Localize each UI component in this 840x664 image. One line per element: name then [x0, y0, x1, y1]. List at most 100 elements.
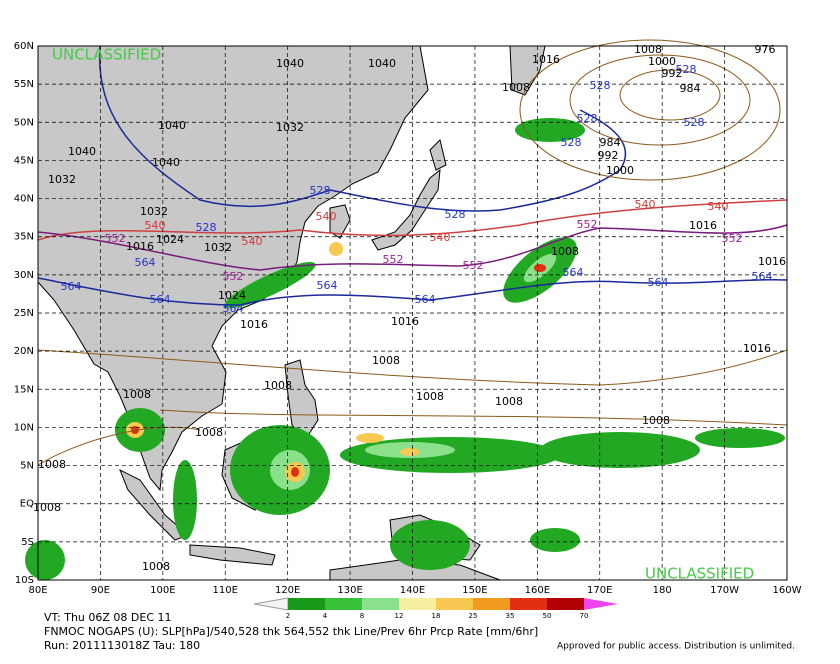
contour-label: 1008	[142, 560, 170, 573]
run-info: Run: 2011113018Z Tau: 180	[44, 639, 200, 652]
classification: UNCLASSIFIED	[52, 46, 161, 64]
contour-label: 1024	[156, 233, 184, 246]
contour-label: 1008	[551, 245, 579, 258]
contour-label: 1032	[204, 241, 232, 254]
contour-label: 564	[317, 279, 338, 292]
contour-labels: 1040 1040 1040 1032 1040 1040 1032 1032 1024 1032…	[33, 43, 786, 573]
y-tick-label: EQ	[20, 499, 34, 510]
contour-label: 528	[590, 79, 611, 92]
contour-label: 1008	[123, 388, 151, 401]
colorbar-label: 4	[323, 612, 328, 620]
contour-label: 564	[752, 270, 773, 283]
contour-label: 1008	[634, 43, 662, 56]
colorbar-low	[253, 597, 289, 611]
contour-label: 1040	[276, 57, 304, 70]
graticule	[38, 46, 787, 580]
contour-label: 564	[648, 276, 669, 289]
colorbar-label: 18	[432, 612, 441, 620]
contours	[37, 39, 788, 466]
contour-label: 1032	[48, 173, 76, 186]
disclaimer: Approved for public access. Distribution…	[557, 642, 795, 652]
colorbar-box	[399, 598, 436, 610]
contour-label: 528	[310, 184, 331, 197]
precipitation	[25, 118, 785, 580]
contour-label: 1016	[391, 315, 419, 328]
y-tick-label: 30N	[14, 270, 34, 281]
contour-label: 1008	[642, 414, 670, 427]
colorbar-box	[510, 598, 547, 610]
y-tick-label: 60N	[14, 41, 34, 52]
contour-label: 1000	[606, 164, 634, 177]
contour-label: 528	[561, 136, 582, 149]
y-tick-label: 50N	[14, 117, 34, 128]
x-tick-label: 80E	[28, 585, 47, 596]
y-tick-label: 55N	[14, 79, 34, 90]
contour-label: 1032	[276, 121, 304, 134]
contour-label: 540	[708, 200, 729, 213]
colorbar-label: 2	[286, 612, 290, 620]
colorbar-label: 50	[543, 612, 552, 620]
contour-label: 564	[415, 293, 436, 306]
y-tick-label: 40N	[14, 194, 34, 205]
contour-label: 1040	[158, 119, 186, 132]
contour-label: 1016	[240, 318, 268, 331]
x-tick-label: 130E	[337, 585, 362, 596]
y-tick-label: 10N	[14, 422, 34, 433]
contour-label: 528	[196, 221, 217, 234]
contour-label: 552	[577, 218, 598, 231]
contour-label: 564	[223, 302, 244, 315]
contour-label: 1008	[372, 354, 400, 367]
x-tick-label: 100E	[150, 585, 175, 596]
contour-label: 1040	[152, 156, 180, 169]
colorbar-label: 70	[580, 612, 589, 620]
contour-label: 1008	[502, 81, 530, 94]
colorbar-box	[547, 598, 584, 610]
contour-label: 1008	[33, 501, 61, 514]
contour-label: 1024	[218, 289, 246, 302]
contour-label: 1032	[140, 205, 168, 218]
contour-label: 552	[223, 270, 244, 283]
contour-label: 1016	[758, 255, 786, 268]
map-frame	[37, 45, 788, 581]
colorbar-label: 12	[395, 612, 404, 620]
y-tick-label: 10S	[15, 575, 34, 586]
x-tick-label: 120E	[275, 585, 300, 596]
colorbar-high	[584, 598, 618, 610]
contour-label: 1008	[38, 458, 66, 471]
y-tick-label: 25N	[14, 308, 34, 319]
classification: UNCLASSIFIED	[645, 565, 754, 583]
contour-label: 1008	[495, 395, 523, 408]
y-tick-label: 35N	[14, 232, 34, 243]
colorbar-label: 35	[506, 612, 515, 620]
contour-label: 552	[463, 259, 484, 272]
x-tick-label: 170E	[587, 585, 612, 596]
contour-label: 540	[145, 219, 166, 232]
contour-label: 992	[598, 149, 619, 162]
contour-label: 528	[577, 112, 598, 125]
contour-label: 1016	[689, 219, 717, 232]
colorbar-label: 25	[469, 612, 478, 620]
contour-label: 564	[563, 266, 584, 279]
x-tick-label: 150E	[462, 585, 487, 596]
x-tick-label: 110E	[213, 585, 238, 596]
y-tick-label: 5S	[21, 537, 34, 548]
contour-label: 564	[61, 280, 82, 293]
contour-label: 564	[150, 293, 171, 306]
contour-label: 564	[135, 256, 156, 269]
contour-label: 992	[662, 67, 683, 80]
description: FNMOC NOGAPS (U): SLP[hPa]/540,528 thk 5…	[44, 625, 538, 638]
colorbar-box	[436, 598, 473, 610]
contour-label: 528	[684, 116, 705, 129]
axis-labels: 80E 90E 100E 110E 120E 130E 140E 150E 160E 170E 18…	[14, 41, 802, 596]
contour-label: 1040	[68, 145, 96, 158]
x-tick-label: 160W	[773, 585, 802, 596]
colorbar: 2 4 8 12 18 25 35 50 70	[253, 597, 618, 620]
contour-label: 528	[445, 208, 466, 221]
contour-label: 1008	[416, 390, 444, 403]
contour-label: 552	[383, 253, 404, 266]
y-tick-label: 15N	[14, 384, 34, 395]
colorbar-label: 8	[360, 612, 364, 620]
contour-label: 1016	[532, 53, 560, 66]
y-tick-label: 45N	[14, 155, 34, 166]
